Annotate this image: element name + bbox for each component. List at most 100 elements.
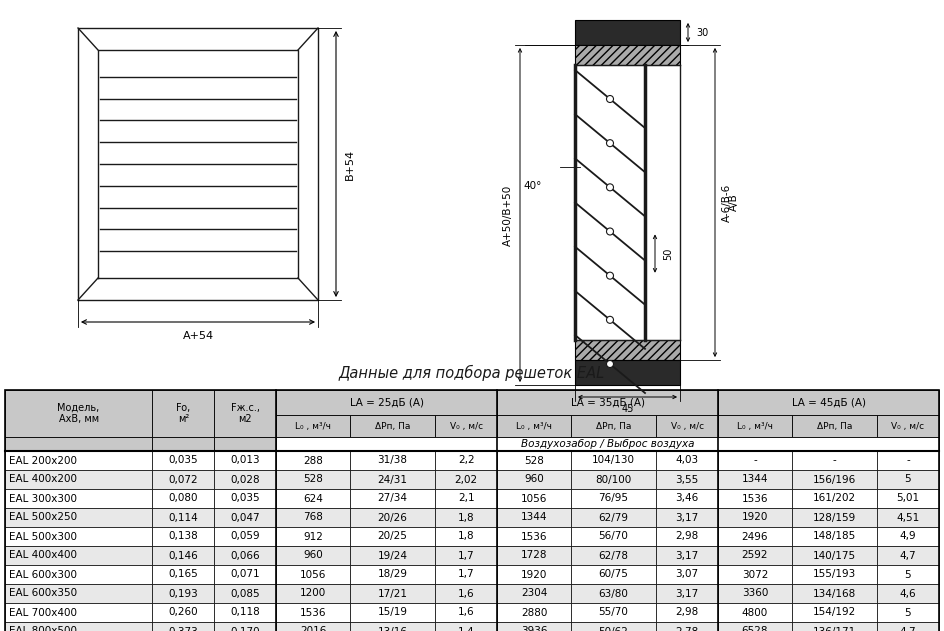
Bar (571, 622, 656, 631)
Circle shape (606, 228, 614, 235)
Text: 0,066: 0,066 (230, 550, 261, 560)
Text: 960: 960 (303, 550, 323, 560)
Text: 2592: 2592 (742, 550, 768, 560)
Bar (214, 451, 277, 470)
Bar (435, 565, 497, 584)
Text: 0,138: 0,138 (168, 531, 198, 541)
Text: 5: 5 (904, 475, 911, 485)
Bar (877, 546, 939, 565)
Text: LА = 35дБ (А): LА = 35дБ (А) (571, 398, 645, 408)
Bar (877, 603, 939, 622)
Bar (435, 546, 497, 565)
Text: 6528: 6528 (742, 627, 768, 631)
Text: 768: 768 (303, 512, 323, 522)
Text: 136/171: 136/171 (813, 627, 856, 631)
Bar (497, 470, 571, 489)
Bar (792, 415, 877, 437)
Bar (571, 527, 656, 546)
Bar (152, 437, 214, 451)
Bar (277, 546, 350, 565)
Text: B+54: B+54 (345, 148, 355, 180)
Text: 1,8: 1,8 (458, 531, 475, 541)
Text: 3,55: 3,55 (676, 475, 699, 485)
Bar (350, 622, 435, 631)
Bar (214, 546, 277, 565)
Text: Fo,
м²: Fo, м² (177, 403, 191, 424)
Text: -: - (906, 456, 910, 466)
Bar (214, 508, 277, 527)
Text: LА = 45дБ (А): LА = 45дБ (А) (792, 398, 866, 408)
Text: 56/70: 56/70 (598, 531, 629, 541)
Bar (350, 527, 435, 546)
Bar (792, 603, 877, 622)
Bar (435, 527, 497, 546)
Text: LА = 25дБ (А): LА = 25дБ (А) (350, 398, 424, 408)
Bar (152, 546, 214, 565)
Text: 1920: 1920 (521, 570, 548, 579)
Text: 1,7: 1,7 (458, 570, 475, 579)
Text: 0,047: 0,047 (230, 512, 261, 522)
Text: 4,9: 4,9 (900, 531, 917, 541)
Bar (571, 565, 656, 584)
Text: 0,028: 0,028 (230, 475, 261, 485)
Bar (497, 603, 571, 622)
Text: 3936: 3936 (521, 627, 548, 631)
Bar (350, 415, 435, 437)
Bar (152, 508, 214, 527)
Bar (214, 565, 277, 584)
Text: 15/19: 15/19 (378, 608, 408, 618)
Text: L₀ , м³/ч: L₀ , м³/ч (737, 422, 773, 430)
Bar (656, 565, 718, 584)
Text: V₀ , м/с: V₀ , м/с (449, 422, 482, 430)
Bar (277, 470, 350, 489)
Bar (792, 546, 877, 565)
Text: 528: 528 (303, 475, 323, 485)
Bar (497, 415, 571, 437)
Text: L₀ , м³/ч: L₀ , м³/ч (295, 422, 331, 430)
Text: 140/175: 140/175 (813, 550, 856, 560)
Bar (152, 470, 214, 489)
Bar (877, 508, 939, 527)
Bar (152, 603, 214, 622)
Bar (497, 622, 571, 631)
Text: 45: 45 (621, 404, 633, 414)
Text: 30: 30 (696, 28, 708, 37)
Bar (497, 508, 571, 527)
Bar (5, 527, 152, 546)
Text: 31/38: 31/38 (378, 456, 408, 466)
Bar (497, 451, 571, 470)
Bar (435, 470, 497, 489)
Text: 912: 912 (303, 531, 323, 541)
Text: 0,013: 0,013 (230, 456, 261, 466)
Text: 4,6: 4,6 (900, 589, 917, 598)
Text: 1200: 1200 (300, 589, 327, 598)
Text: A+50/B+50: A+50/B+50 (503, 184, 513, 245)
Bar (277, 622, 350, 631)
Text: 0,059: 0,059 (230, 531, 261, 541)
Text: 2304: 2304 (521, 589, 548, 598)
Text: 4800: 4800 (742, 608, 768, 618)
Text: 19/24: 19/24 (378, 550, 408, 560)
Bar (277, 390, 497, 415)
Text: 20/25: 20/25 (378, 531, 408, 541)
Bar (5, 489, 152, 508)
Bar (656, 508, 718, 527)
Text: 2,98: 2,98 (676, 531, 699, 541)
Text: 960: 960 (524, 475, 544, 485)
Text: 1,6: 1,6 (458, 589, 475, 598)
Bar (5, 437, 152, 451)
Bar (656, 546, 718, 565)
Text: 1,4: 1,4 (458, 627, 475, 631)
Polygon shape (575, 45, 680, 65)
Bar (152, 584, 214, 603)
Text: 0,165: 0,165 (168, 570, 198, 579)
Bar (350, 508, 435, 527)
Text: Модель,
АхВ, мм: Модель, АхВ, мм (58, 403, 100, 424)
Bar (571, 489, 656, 508)
Bar (792, 527, 877, 546)
Bar (718, 584, 792, 603)
Bar (214, 603, 277, 622)
Text: 2,02: 2,02 (455, 475, 478, 485)
Text: 3,17: 3,17 (676, 512, 699, 522)
Text: 148/185: 148/185 (813, 531, 856, 541)
